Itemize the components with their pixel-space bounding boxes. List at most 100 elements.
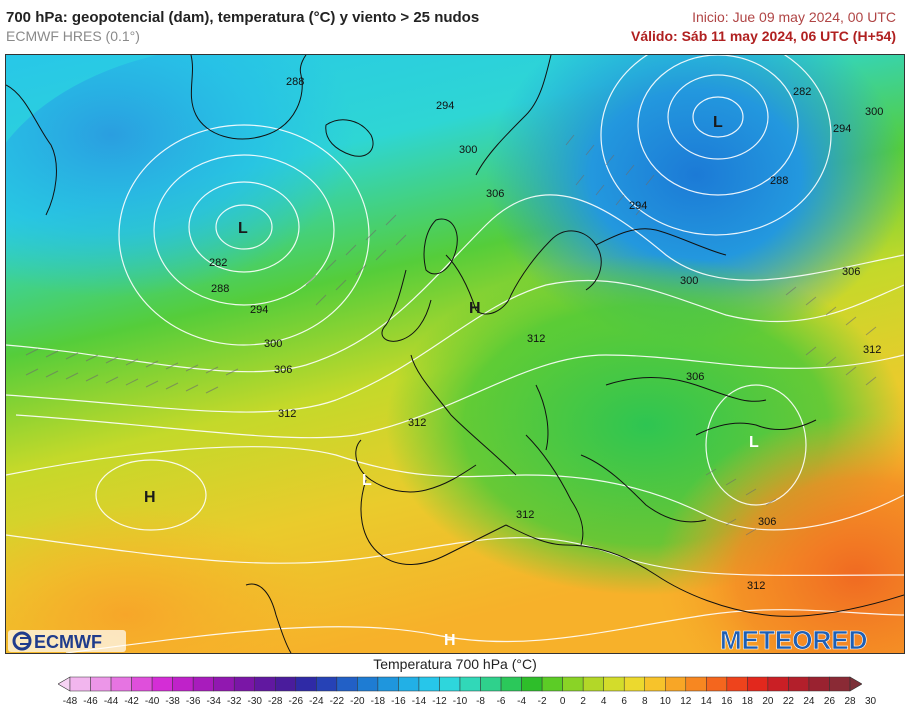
contour-label: 312 [516,509,534,521]
contour-label: 306 [842,266,860,278]
colorbar-cell [500,676,522,692]
colorbar-tick-label: 4 [600,696,607,707]
pressure-centers: L L H H L L H [144,114,759,649]
colorbar-cell [747,676,769,692]
colorbar-tick-label: 18 [741,696,753,707]
colorbar-tick-label: -6 [496,696,506,707]
forecast-map[interactable]: 288 294 300 306 282 288 294 300 306 312 … [5,54,905,654]
contour-label: 282 [793,86,811,98]
colorbar-tick-label: -40 [144,696,160,707]
contour-label: 312 [747,580,765,592]
colorbar-tick-label: -22 [329,696,345,707]
contour-label: 306 [758,516,776,528]
legend-title: Temperatura 700 hPa (°C) [373,656,537,672]
contour-labels: 288 294 300 306 282 288 294 300 306 312 … [209,76,883,592]
colorbar-cell [562,676,584,692]
colorbar-cell [459,676,481,692]
colorbar-cell [377,676,399,692]
colorbar-tick-label: -18 [370,696,386,707]
colorbar-tick-label: -44 [103,696,119,707]
colorbar-cell [131,676,153,692]
colorbar-tick-label: -48 [62,696,78,707]
colorbar-tick-label: 30 [864,696,877,707]
colorbar-cell [275,676,297,692]
contour-label: 288 [770,175,788,187]
colorbar-tick-label: 6 [621,696,627,707]
colorbar-tick-label: -34 [206,696,221,707]
warm-air-southeast [656,415,904,653]
contour-label: 294 [436,100,454,112]
high-pressure-center: H [144,489,156,506]
colorbar-tick-label: 20 [762,696,774,707]
low-pressure-center: L [238,220,248,237]
wind-barbs [25,134,877,536]
colorbar-max-arrow [849,676,862,692]
contour-label: 294 [629,200,647,212]
geopotential-contours [6,55,904,653]
coastlines [6,55,904,653]
colorbar-cell [685,676,707,692]
contour-label: 294 [833,123,851,135]
colorbar-cell [644,676,666,692]
colorbar-tick-label: -24 [309,696,324,707]
contour-label: 306 [686,371,704,383]
header-right: Inicio: Jue 09 may 2024, 00 UTC Válido: … [631,8,896,46]
colorbar-tick-label: -32 [226,696,242,707]
colorbar-cell [90,676,112,692]
colorbar-cell [808,676,830,692]
colorbar-tick-label: -36 [185,696,201,707]
colorbar-cells [58,676,862,692]
colorbar-cell [767,676,789,692]
contour-label: 300 [680,275,698,287]
colorbar-tick-label: -16 [391,696,406,707]
colorbar-cell [439,676,461,692]
colorbar-cell [541,676,563,692]
colorbar-cell [480,676,502,692]
colorbar-tick-label: 22 [782,696,794,707]
colorbar-cell [418,676,440,692]
colorbar-cell [233,676,255,692]
high-pressure-center: H [469,300,481,317]
low-pressure-center: L [362,472,372,489]
colorbar-cell [788,676,810,692]
colorbar-tick-label: 8 [641,696,648,707]
contour-label: 300 [264,338,282,350]
colorbar-cell [521,676,543,692]
colorbar-tick-label: -8 [476,696,485,707]
init-time: Inicio: Jue 09 may 2024, 00 UTC [692,9,896,25]
colorbar [58,676,862,692]
colorbar-cell [316,676,338,692]
colorbar-cell [295,676,317,692]
colorbar-tick-label: 16 [721,696,733,707]
colorbar-tick-label: -12 [432,696,447,707]
contour-label: 300 [459,144,477,156]
contour-label: 306 [274,364,292,376]
colorbar-tick-label: -14 [411,696,427,707]
chart-title: 700 hPa: geopotencial (dam), temperatura… [6,9,480,26]
colorbar-tick-label: -46 [83,696,98,707]
colorbar-cell [603,676,625,692]
colorbar-cell [706,676,728,692]
colorbar-cell [582,676,604,692]
low-pressure-center: L [713,114,723,131]
colorbar-tick-label: 28 [844,696,856,707]
low-pressure-center: L [749,434,759,451]
colorbar-cell [623,676,645,692]
high-pressure-center: H [444,632,456,649]
cold-air-northwest [6,55,516,405]
map-svg: 288 294 300 306 282 288 294 300 306 312 … [6,55,904,653]
colorbar-cell [726,676,748,692]
colorbar-tick-label: 14 [700,696,712,707]
colorbar-tick-label: -38 [165,696,180,707]
colorbar-tick-label: 2 [580,696,586,707]
colorbar-tick-label: -20 [350,696,365,707]
colorbar-tick-label: -10 [452,696,468,707]
colorbar-cell [151,676,173,692]
contour-label: 300 [865,106,883,118]
colorbar-ticks: -48 -46 -44 -42 -40 -38 -36 -34 -32 -30 -28 -26 -24-… [58,696,876,710]
colorbar-cell [398,676,420,692]
ecmwf-logo-text: ECMWF [34,632,102,652]
contour-label: 312 [408,417,426,429]
colorbar-cell [213,676,235,692]
colorbar-tick-label: -4 [517,696,527,707]
